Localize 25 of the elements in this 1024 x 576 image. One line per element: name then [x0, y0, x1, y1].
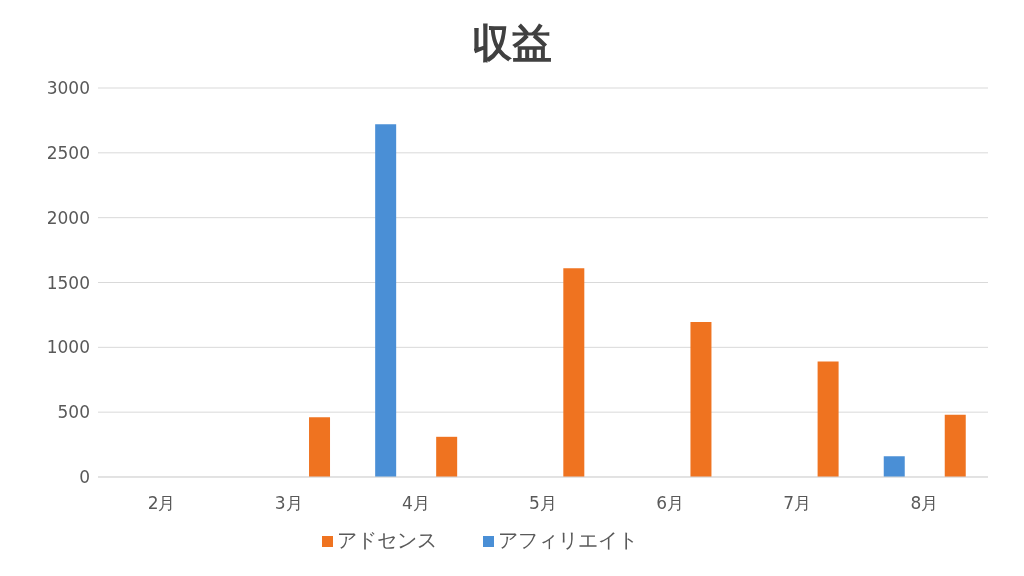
x-tick-label: 2月: [147, 493, 176, 514]
y-tick-label: 1500: [46, 272, 90, 293]
bar: [436, 436, 458, 477]
y-tick-label: 2000: [46, 207, 90, 228]
bar: [563, 268, 585, 477]
bar: [817, 361, 839, 477]
x-tick-label: 4月: [401, 493, 430, 514]
x-tick-label: 5月: [529, 493, 557, 514]
y-tick-label: 3000: [46, 78, 90, 99]
x-tick-label: 8月: [910, 493, 939, 514]
bar: [883, 456, 905, 477]
y-tick-label: 500: [57, 402, 90, 423]
y-tick-label: 0: [79, 467, 90, 488]
bar: [309, 417, 331, 477]
legend-label: アドセンス: [337, 528, 437, 552]
bar: [375, 124, 397, 477]
bar: [690, 322, 712, 477]
x-tick-label: 7月: [783, 493, 812, 514]
y-tick-label: 2500: [46, 142, 90, 163]
x-tick-label: 3月: [274, 493, 303, 514]
x-tick-label: 6月: [656, 493, 685, 514]
chart-title: 収益: [471, 19, 553, 68]
legend-label: アフィリエイト: [498, 528, 638, 552]
y-tick-label: 1000: [46, 337, 90, 358]
bar: [944, 414, 966, 477]
